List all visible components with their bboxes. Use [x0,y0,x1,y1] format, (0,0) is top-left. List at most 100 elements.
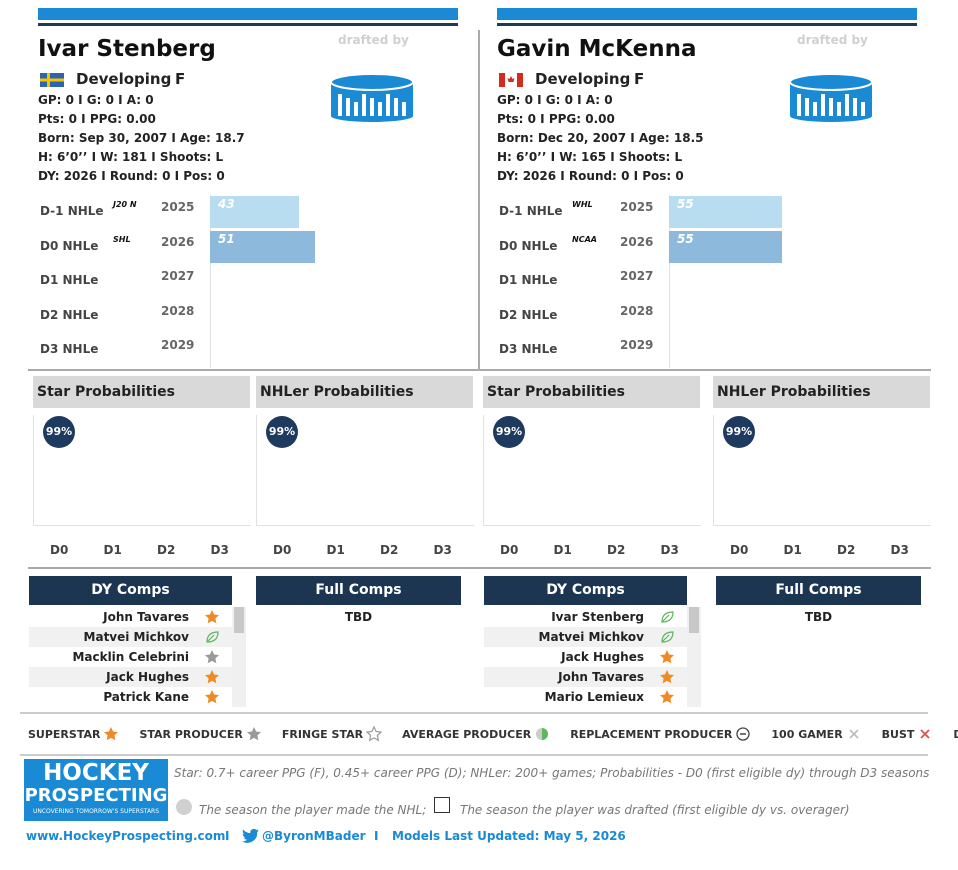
year: 2025 [161,200,195,214]
separator: I [225,829,230,843]
tier-icon [661,631,674,643]
nhle-label: D2 NHLe [499,307,558,322]
stat-line: Born: Dec 20, 2007 I Age: 18.5 [497,131,704,145]
stat-line: Born: Sep 30, 2007 I Age: 18.7 [38,131,245,145]
twitter-bird [242,828,260,844]
player-name: Gavin McKenna [497,36,697,62]
tier-icon [920,729,931,739]
drafted-by: drafted by [797,33,868,47]
row-bg [29,667,232,687]
year: 2028 [161,303,195,318]
divider [28,567,931,569]
comp-name: TBD [804,610,833,624]
website-link[interactable]: www.HockeyProspecting.com [26,829,226,843]
year: 2027 [620,269,654,284]
nhle-label: D-1 NHLe [499,204,563,218]
year: 2027 [161,269,195,284]
legend-label: REPLACEMENT PRODUCER [570,727,733,741]
row-bg [484,627,687,647]
stat-line: DY: 2026 I Round: 0 I Pos: 0 [38,169,225,183]
plot-frame [256,415,474,526]
tier-icon [660,670,674,684]
legend-item: AVERAGE PRODUCER [402,726,550,742]
nhle-label: D1 NHLe [40,273,99,288]
updated: Models Last Updated: May 5, 2026 [392,829,626,843]
axis-line [669,195,670,368]
axis-line [210,195,211,368]
stat-line: GP: 0 I G: 0 I A: 0 [497,93,613,107]
twitter-link[interactable]: @ByronMBader [262,829,366,843]
panel-header [33,376,250,408]
league-logo: NCAA [572,234,597,244]
stat-line: GP: 0 I G: 0 I A: 0 [38,93,154,107]
x-tick-label: D3 [433,543,452,557]
legend-label: BUST [881,727,915,741]
footnote: Star: 0.7+ career PPG (F), 0.45+ career … [174,766,930,780]
plot-frame [483,415,701,526]
position: F [634,70,645,88]
legend-item: SUPERSTAR [28,726,119,742]
probability-badge: 99% [43,416,75,448]
row-bg [29,627,232,647]
nhle-value: 55 [677,197,694,211]
nhle-label: D1 NHLe [499,273,558,288]
legend-item: FRINGE STAR [282,726,383,742]
legend-item: REPLACEMENT PRODUCER [570,726,751,742]
panel-title: Star Probabilities [37,384,175,400]
plot-frame [713,415,931,526]
tier-icon [660,690,674,704]
probability-badge: 99% [723,416,755,448]
x-tick-label: D2 [607,543,626,557]
tier-icon [366,726,383,742]
legend-label: STAR PRODUCER [139,727,243,741]
drafted-by: drafted by [338,33,409,47]
comps-header [29,576,232,605]
legend-item: 100 GAMER [771,726,861,742]
divider [28,369,931,371]
year: 2026 [620,234,654,249]
year: 2029 [161,338,195,353]
comp-name: John Tavares [103,610,189,624]
stat-line: H: 6’0’’ I W: 181 I Shoots: L [38,150,224,164]
nhle-label: D0 NHLe [499,238,558,253]
comp-name: Patrick Kane [103,690,189,704]
x-tick-label: D3 [660,543,679,557]
nhle-label: D3 NHLe [40,342,99,357]
tier-icon [536,728,549,740]
year: 2029 [620,338,654,353]
tier-icon [205,610,219,624]
comps-header [716,576,921,605]
comp-name: Matvei Michkov [83,630,189,644]
x-tick-label: D2 [837,543,856,557]
nhle-label: D-1 NHLe [40,204,104,218]
scroll-thumb [234,607,244,633]
footnote: The season the player was drafted (first… [460,803,850,817]
year: 2028 [620,303,654,318]
year: 2026 [161,234,195,249]
nhle-value: 43 [218,197,235,211]
puck [330,72,414,122]
probability-badge: 99% [493,416,525,448]
puck [789,72,873,122]
comps-title: Full Comps [315,582,402,598]
nhle-label: D0 NHLe [40,238,99,253]
comps-title: Full Comps [775,582,862,598]
stat-line: Pts: 0 I PPG: 0.00 [38,112,156,126]
nhl-dot [176,799,192,815]
league-logo: SHL [113,234,131,244]
status: Developing [535,70,631,88]
flag [499,73,523,87]
tier-icon [205,650,219,664]
x-tick-label: D1 [783,543,802,557]
panel-header [256,376,473,408]
x-tick-label: D3 [210,543,229,557]
tier-icon [736,727,751,741]
comp-name: Jack Hughes [561,650,644,664]
stat-line: H: 6’0’’ I W: 165 I Shoots: L [497,150,683,164]
legend-label: SUPERSTAR [28,727,101,741]
x-tick-label: D1 [103,543,122,557]
logo-text: HOCKEY [43,760,149,786]
x-tick-label: D2 [157,543,176,557]
x-tick-label: D1 [326,543,345,557]
panel-header [713,376,930,408]
